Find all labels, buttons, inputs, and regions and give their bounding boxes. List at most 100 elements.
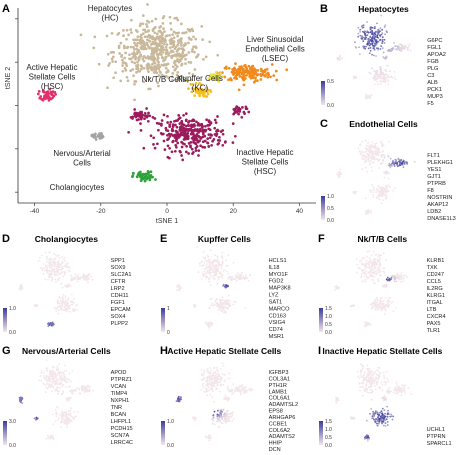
scatter-point: [168, 125, 172, 128]
feature-point: [375, 273, 378, 275]
feature-point: [213, 378, 216, 381]
feature-point: [372, 373, 375, 376]
scatter-point: [198, 81, 201, 85]
feature-point: [65, 263, 67, 265]
scatter-point: [147, 70, 150, 73]
feature-point: [352, 416, 354, 419]
gene-name: PTPRN: [427, 434, 446, 440]
scatter-point: [170, 150, 174, 154]
scatter-point: [198, 94, 201, 98]
scatter-point: [232, 73, 235, 76]
feature-point: [215, 267, 218, 270]
feature-point: [213, 264, 215, 267]
feature-point: [366, 147, 369, 150]
feature-point: [207, 437, 210, 440]
panel-c: C Endothelial Cells1.00.50.0FLT1PLEKHG1YE…: [320, 118, 456, 224]
feature-point: [391, 415, 393, 417]
feature-point: [394, 78, 397, 81]
feature-point: [367, 38, 369, 40]
feature-point: [48, 265, 51, 268]
scatter-point: [136, 35, 140, 39]
feature-point: [222, 307, 224, 310]
feature-point: [48, 261, 50, 263]
feature-point: [377, 185, 380, 188]
scatter-point: [125, 64, 129, 68]
feature-point: [71, 370, 74, 372]
feature-point: [220, 302, 223, 305]
feature-point: [50, 322, 53, 325]
feature-point: [381, 47, 384, 49]
feature-point: [88, 390, 91, 393]
colorbar-tick: 1.0: [327, 194, 334, 200]
feature-point: [239, 390, 242, 393]
feature-point: [227, 294, 230, 297]
feature-point: [384, 308, 387, 310]
feature-point: [398, 162, 401, 164]
feature-point: [52, 387, 55, 389]
feature-point: [377, 303, 379, 306]
feature-point: [200, 278, 203, 280]
feature-point: [237, 388, 240, 391]
gene-list: APODPTPRZ1VCANTIMP4NXPH1TNRBCANLHFPL1PCD…: [111, 370, 133, 446]
feature-point: [362, 30, 364, 33]
feature-point: [50, 324, 53, 327]
feature-point: [178, 287, 181, 290]
feature-point: [379, 265, 381, 268]
feature-point: [368, 71, 371, 74]
feature-point: [365, 36, 368, 39]
feature-point: [377, 160, 379, 162]
colorbar-tick: 0.0: [327, 218, 334, 224]
feature-scatter: [335, 357, 413, 442]
feature-point: [371, 158, 374, 161]
feature-point: [247, 279, 250, 282]
scatter-points: [36, 3, 289, 183]
feature-point: [65, 310, 68, 313]
feature-point: [388, 50, 391, 52]
panel-title: Cholangiocytes: [35, 234, 99, 244]
feature-point: [410, 393, 413, 395]
feature-point: [368, 263, 370, 266]
feature-point: [221, 258, 224, 260]
scatter-point: [133, 61, 137, 65]
scatter-point: [159, 48, 162, 52]
scatter-point: [147, 171, 151, 174]
gene-name: GJT1: [427, 174, 441, 180]
scatter-point: [168, 46, 172, 50]
scatter-point: [192, 123, 196, 126]
feature-point: [176, 398, 179, 400]
feature-point: [53, 268, 55, 271]
feature-point: [400, 394, 403, 397]
scatter-point: [135, 175, 139, 178]
scatter-point: [152, 42, 156, 46]
scatter-point: [250, 66, 254, 69]
feature-point: [396, 49, 399, 51]
gene-list: SPP1SOX9SLC2A1CFTRLRP2CDH11FGF1EPCAMSOX4…: [111, 258, 132, 327]
feature-point: [368, 267, 371, 270]
panel-i: I Inactive Hepatic Stellate Cells1.51.00.…: [318, 345, 452, 449]
scatter-point: [161, 50, 165, 54]
feature-point: [224, 379, 227, 382]
feature-point: [393, 71, 396, 73]
scatter-point: [174, 123, 177, 127]
scatter-point: [189, 132, 193, 136]
feature-point: [366, 94, 369, 97]
cluster-label-7: Inactive Hepatic Stellate Cells (HSC): [237, 148, 294, 176]
scatter-point: [128, 53, 131, 57]
feature-point: [377, 40, 380, 43]
colorbar-tick: 1: [167, 306, 170, 312]
scatter-point: [148, 178, 152, 182]
feature-point: [54, 257, 57, 260]
x-tick-label: 20: [230, 208, 238, 215]
feature-point: [56, 367, 59, 369]
feature-point: [84, 388, 87, 390]
feature-point: [232, 303, 235, 306]
scatter-point: [247, 110, 251, 114]
scatter-point: [49, 97, 53, 101]
scatter-point: [125, 28, 129, 32]
feature-point: [352, 191, 355, 194]
feature-point: [46, 258, 49, 261]
feature-point: [57, 312, 60, 315]
feature-point: [65, 422, 68, 425]
feature-point: [363, 321, 366, 324]
feature-point: [391, 162, 393, 165]
